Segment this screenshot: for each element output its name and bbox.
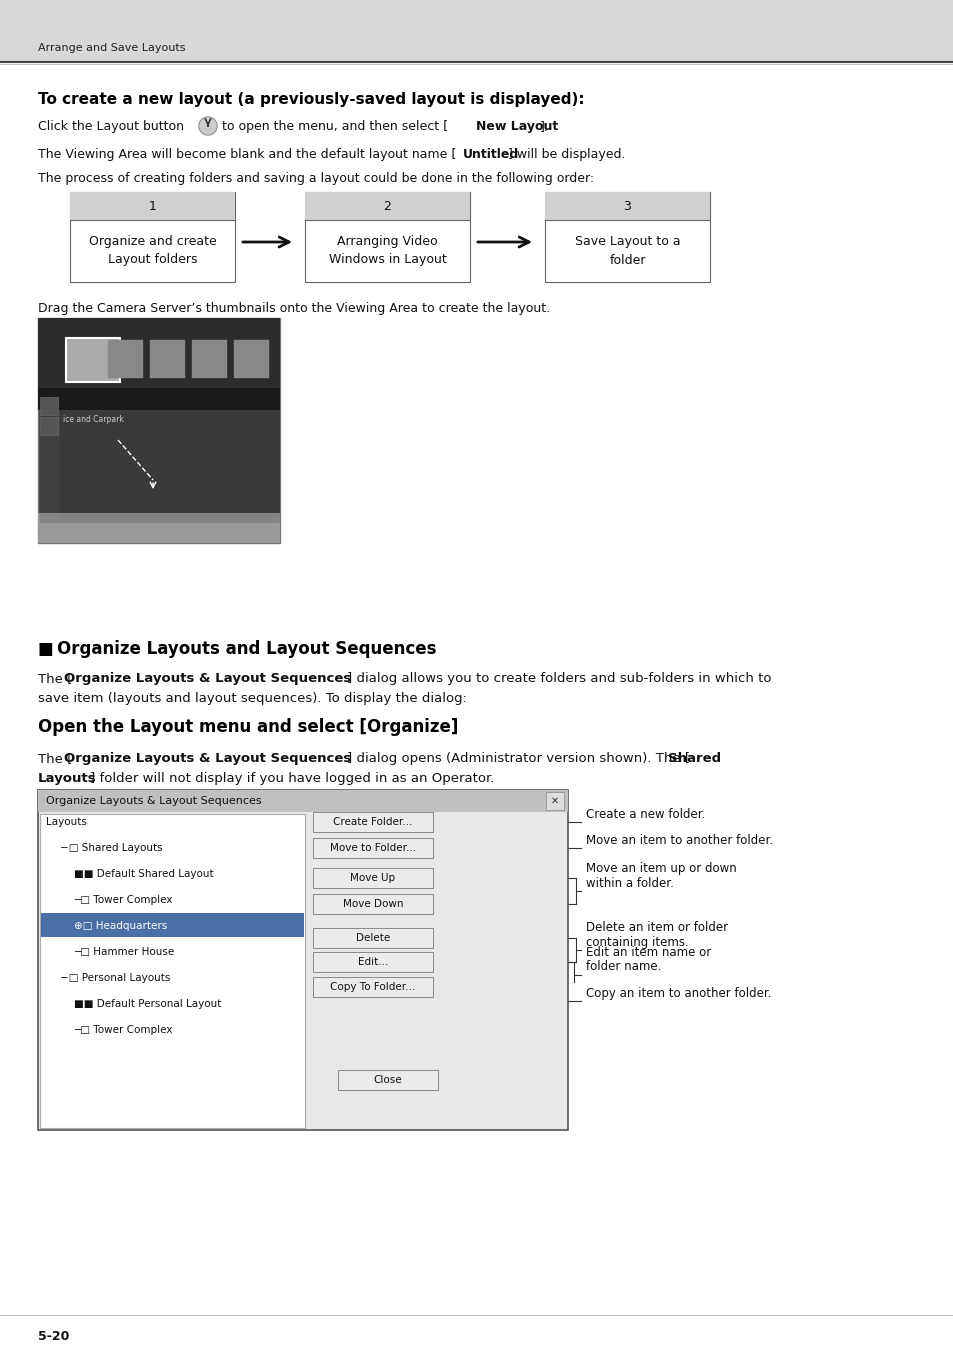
Bar xyxy=(313,977,433,998)
Bar xyxy=(544,191,709,220)
Bar xyxy=(313,838,433,857)
Text: Organize and create
Layout folders: Organize and create Layout folders xyxy=(89,236,216,267)
Text: ─□ Tower Complex: ─□ Tower Complex xyxy=(74,1024,172,1035)
Text: ─□ Tower Complex: ─□ Tower Complex xyxy=(74,895,172,905)
Text: 5-20: 5-20 xyxy=(38,1329,70,1343)
Text: 1: 1 xyxy=(149,200,156,213)
Bar xyxy=(38,790,567,811)
Bar xyxy=(38,318,280,388)
Text: −□ Personal Layouts: −□ Personal Layouts xyxy=(60,973,171,983)
Text: Untitled: Untitled xyxy=(462,148,518,160)
Text: New Layout: New Layout xyxy=(476,120,558,133)
Bar xyxy=(41,913,304,937)
Text: Open the Layout menu and select [Organize]: Open the Layout menu and select [Organiz… xyxy=(38,718,457,736)
Text: The [: The [ xyxy=(38,752,72,766)
Text: Close: Close xyxy=(374,1074,402,1085)
Text: Move to Folder...: Move to Folder... xyxy=(330,842,416,853)
Bar xyxy=(233,340,269,377)
Text: ].: ]. xyxy=(539,120,548,133)
Bar xyxy=(192,340,227,377)
Text: to open the menu, and then select [: to open the menu, and then select [ xyxy=(222,120,448,133)
Text: Organize Layouts and Layout Sequences: Organize Layouts and Layout Sequences xyxy=(57,640,436,658)
Bar xyxy=(70,191,234,220)
Text: Copy an item to another folder.: Copy an item to another folder. xyxy=(585,987,771,1000)
Bar xyxy=(40,814,305,1128)
Text: Shared: Shared xyxy=(667,752,720,766)
Text: Arranging Video
Windows in Layout: Arranging Video Windows in Layout xyxy=(328,236,446,267)
Text: ■■ Default Shared Layout: ■■ Default Shared Layout xyxy=(74,868,213,879)
Bar xyxy=(337,1070,437,1091)
Text: 2: 2 xyxy=(383,200,391,213)
Text: ] will be displayed.: ] will be displayed. xyxy=(507,148,625,160)
Bar xyxy=(66,338,120,381)
Circle shape xyxy=(199,117,216,135)
Bar xyxy=(38,523,280,543)
Text: ✕: ✕ xyxy=(551,797,558,806)
Text: The process of creating folders and saving a layout could be done in the followi: The process of creating folders and savi… xyxy=(38,173,594,185)
Bar xyxy=(40,417,58,435)
Text: ] dialog allows you to create folders and sub-folders in which to: ] dialog allows you to create folders an… xyxy=(347,673,771,685)
Text: ■: ■ xyxy=(38,640,53,658)
Text: The Viewing Area will become blank and the default layout name [: The Viewing Area will become blank and t… xyxy=(38,148,456,160)
Bar xyxy=(40,398,58,415)
Bar xyxy=(38,514,280,523)
Text: Move Up: Move Up xyxy=(350,874,395,883)
Bar xyxy=(313,952,433,972)
Text: 3: 3 xyxy=(623,200,631,213)
Text: Move an item up or down
within a folder.: Move an item up or down within a folder. xyxy=(585,861,736,890)
Text: Copy To Folder...: Copy To Folder... xyxy=(330,981,416,992)
Text: Drag the Camera Server’s thumbnails onto the Viewing Area to create the layout.: Drag the Camera Server’s thumbnails onto… xyxy=(38,302,550,315)
Text: ⊕□ Headquarters: ⊕□ Headquarters xyxy=(74,921,167,930)
Circle shape xyxy=(200,119,215,133)
Text: ] folder will not display if you have logged in as an Operator.: ] folder will not display if you have lo… xyxy=(90,772,494,785)
Bar xyxy=(60,410,280,518)
Text: ] dialog opens (Administrator version shown). The [: ] dialog opens (Administrator version sh… xyxy=(347,752,689,766)
Text: Move an item to another folder.: Move an item to another folder. xyxy=(585,834,772,847)
Text: Layouts: Layouts xyxy=(46,817,87,826)
Bar xyxy=(313,927,433,948)
Bar xyxy=(545,793,563,810)
Text: The [: The [ xyxy=(38,673,72,685)
Bar xyxy=(0,0,953,62)
Bar xyxy=(313,811,433,832)
Text: Organize Layouts & Layout Sequences: Organize Layouts & Layout Sequences xyxy=(46,797,261,806)
Bar xyxy=(305,191,470,220)
Text: Organize Layouts & Layout Sequences: Organize Layouts & Layout Sequences xyxy=(64,673,351,685)
Text: Create a new folder.: Create a new folder. xyxy=(585,807,704,821)
Bar xyxy=(38,790,567,1130)
Bar xyxy=(150,340,185,377)
Text: ice and Carpark: ice and Carpark xyxy=(63,415,124,425)
Bar xyxy=(38,318,280,543)
Bar xyxy=(313,894,433,914)
Text: Edit...: Edit... xyxy=(357,957,388,967)
Text: Organize Layouts & Layout Sequences: Organize Layouts & Layout Sequences xyxy=(64,752,351,766)
Text: To create a new layout (a previously-saved layout is displayed):: To create a new layout (a previously-sav… xyxy=(38,92,584,106)
Text: Delete: Delete xyxy=(355,933,390,944)
Text: Save Layout to a
folder: Save Layout to a folder xyxy=(574,236,679,267)
Bar xyxy=(313,868,433,888)
Bar xyxy=(108,340,143,377)
Text: Create Folder...: Create Folder... xyxy=(333,817,413,828)
Text: Arrange and Save Layouts: Arrange and Save Layouts xyxy=(38,43,185,53)
Text: Edit an item name or
folder name.: Edit an item name or folder name. xyxy=(585,945,711,973)
Text: −□ Shared Layouts: −□ Shared Layouts xyxy=(60,842,162,852)
Text: save item (layouts and layout sequences). To display the dialog:: save item (layouts and layout sequences)… xyxy=(38,692,467,705)
Bar xyxy=(305,191,470,282)
Text: Layouts: Layouts xyxy=(38,772,96,785)
Text: ■■ Default Personal Layout: ■■ Default Personal Layout xyxy=(74,999,221,1008)
Text: Delete an item or folder
containing items.: Delete an item or folder containing item… xyxy=(585,921,727,949)
Text: Click the Layout button: Click the Layout button xyxy=(38,120,184,133)
Bar xyxy=(38,388,280,410)
Bar xyxy=(544,191,709,282)
Bar xyxy=(70,191,234,282)
Text: ─□ Hammer House: ─□ Hammer House xyxy=(74,946,174,957)
Text: Move Down: Move Down xyxy=(342,899,403,909)
